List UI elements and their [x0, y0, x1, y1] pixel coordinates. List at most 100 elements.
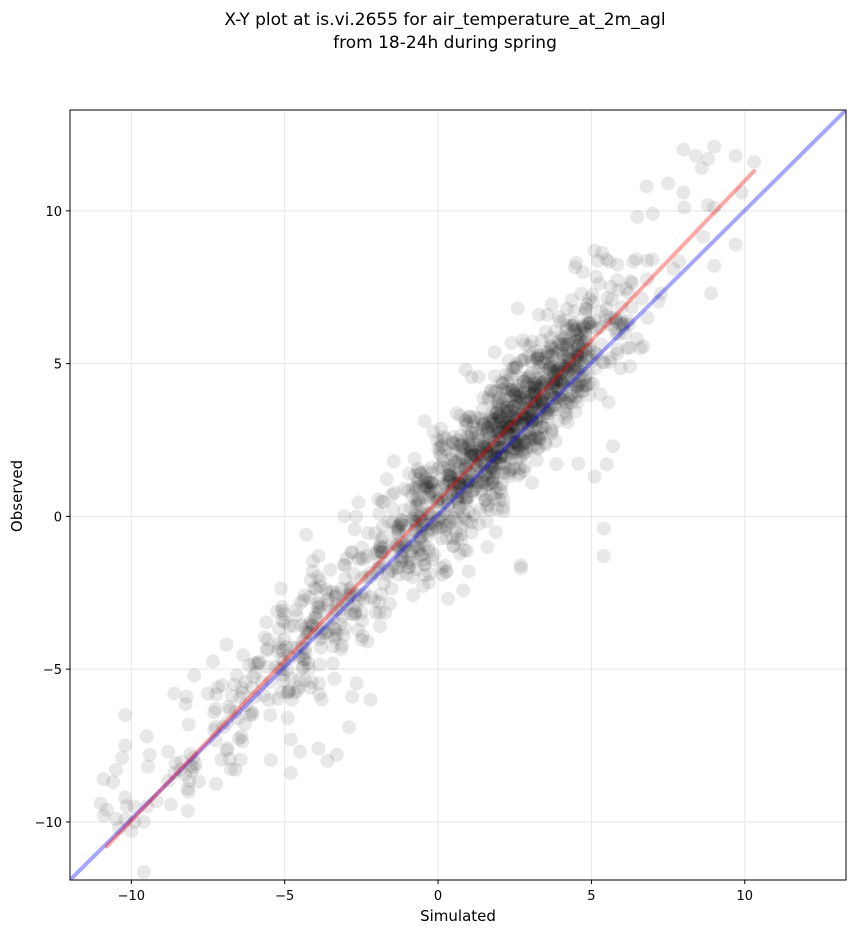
data-point	[531, 307, 546, 322]
data-point	[613, 313, 628, 328]
data-point	[301, 626, 316, 641]
data-point	[456, 476, 471, 491]
data-point	[546, 359, 561, 374]
data-point	[271, 643, 286, 658]
data-point	[351, 593, 366, 608]
data-point	[397, 481, 412, 496]
data-point	[489, 450, 504, 465]
data-point	[430, 494, 445, 509]
data-point	[468, 479, 483, 494]
data-point	[354, 550, 369, 565]
data-point	[453, 482, 468, 497]
data-point	[700, 151, 715, 166]
data-point	[568, 322, 583, 337]
data-point	[568, 260, 583, 275]
data-point	[410, 518, 425, 533]
data-point	[312, 599, 327, 614]
data-point	[488, 422, 503, 437]
data-point	[491, 433, 506, 448]
data-point	[263, 708, 278, 723]
data-point	[260, 659, 275, 674]
data-point	[651, 294, 666, 309]
data-point	[445, 486, 460, 501]
data-point	[438, 431, 453, 446]
data-point	[529, 453, 544, 468]
data-point	[456, 441, 471, 456]
data-point	[454, 439, 469, 454]
data-point	[565, 335, 580, 350]
data-point	[556, 374, 571, 389]
data-point	[511, 416, 526, 431]
data-point	[575, 345, 590, 360]
data-point	[522, 401, 537, 416]
data-point	[430, 494, 445, 509]
data-point	[567, 361, 582, 376]
data-point	[548, 368, 563, 383]
data-point	[578, 343, 593, 358]
data-point	[528, 371, 543, 386]
data-point	[524, 413, 539, 428]
data-point	[360, 526, 375, 541]
data-point	[489, 486, 504, 501]
data-point	[491, 424, 506, 439]
data-point	[271, 622, 286, 637]
data-point	[312, 604, 327, 619]
data-point	[588, 361, 603, 376]
data-point	[557, 373, 572, 388]
data-point	[178, 697, 193, 712]
data-point	[534, 392, 549, 407]
data-point	[516, 463, 531, 478]
data-point	[506, 399, 521, 414]
data-point	[305, 554, 320, 569]
data-point	[535, 389, 550, 404]
data-point	[523, 429, 538, 444]
data-point	[344, 580, 359, 595]
data-point	[280, 663, 295, 678]
data-point	[461, 490, 476, 505]
data-point	[471, 434, 486, 449]
data-point	[414, 507, 429, 522]
data-point	[465, 441, 480, 456]
data-point	[539, 377, 554, 392]
data-point	[205, 654, 220, 669]
data-point	[560, 374, 575, 389]
data-point	[608, 326, 623, 341]
data-point	[390, 538, 405, 553]
data-point	[495, 420, 510, 435]
data-point	[611, 283, 626, 298]
data-point	[400, 555, 415, 570]
data-point	[707, 200, 722, 215]
data-point	[521, 385, 536, 400]
data-point	[405, 488, 420, 503]
y-tick-label: 5	[54, 358, 62, 373]
data-point	[546, 387, 561, 402]
data-point	[402, 466, 417, 481]
data-point	[337, 509, 352, 524]
data-point	[567, 304, 582, 319]
data-point	[424, 523, 439, 538]
data-point	[492, 391, 507, 406]
data-point	[412, 525, 427, 540]
data-point	[499, 399, 514, 414]
data-point	[518, 409, 533, 424]
data-point	[532, 432, 547, 447]
data-point	[546, 364, 561, 379]
data-point	[551, 367, 566, 382]
data-point	[707, 139, 722, 154]
data-point	[409, 514, 424, 529]
data-point	[455, 451, 470, 466]
data-point	[495, 376, 510, 391]
data-point	[237, 717, 252, 732]
data-point	[515, 417, 530, 432]
data-point	[346, 566, 361, 581]
data-point	[624, 300, 639, 315]
data-point	[363, 565, 378, 580]
data-point	[462, 410, 477, 425]
data-point	[500, 373, 515, 388]
data-point	[425, 552, 440, 567]
data-point	[608, 310, 623, 325]
data-point	[502, 412, 517, 427]
data-point	[480, 540, 495, 555]
data-point	[510, 444, 525, 459]
data-point	[511, 438, 526, 453]
